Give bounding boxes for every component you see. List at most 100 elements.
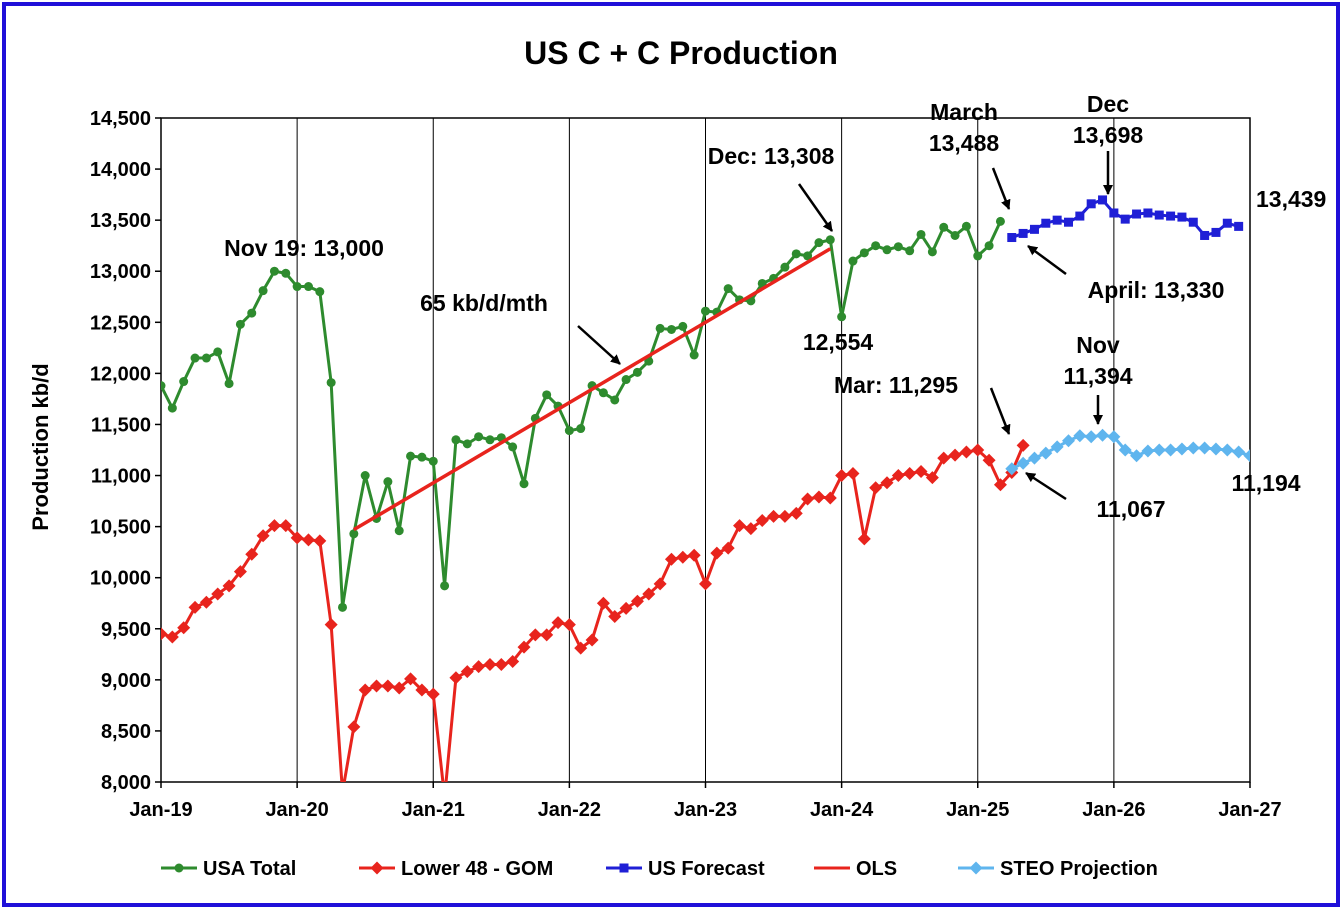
data-point	[508, 442, 518, 452]
y-tick-label: 10,500	[90, 517, 151, 539]
data-point	[916, 229, 926, 239]
data-point	[235, 319, 245, 329]
series-line	[161, 444, 1025, 782]
data-point	[326, 378, 336, 388]
data-point	[812, 490, 826, 504]
y-tick-label: 11,500	[91, 414, 151, 436]
data-point	[542, 390, 552, 400]
data-point	[224, 379, 234, 389]
legend-item-ols: OLS	[814, 858, 897, 880]
data-point	[699, 577, 712, 591]
data-point	[814, 238, 824, 248]
y-tick-label: 9,000	[101, 670, 151, 692]
series-steo-projection	[1005, 428, 1250, 476]
data-point	[394, 526, 404, 536]
annotation-text: 11,067	[1096, 496, 1165, 522]
data-point	[621, 375, 631, 385]
data-point	[1016, 456, 1030, 470]
series-line	[352, 247, 832, 532]
data-point	[324, 618, 338, 632]
data-point	[1154, 210, 1164, 220]
annotation-text: 11,394	[1063, 363, 1132, 389]
annotation-text: Nov	[1076, 332, 1120, 358]
data-point	[199, 595, 213, 609]
data-point	[882, 245, 892, 255]
annotation-arrow	[991, 167, 1011, 210]
legend: USA Total Lower 48 - GOM US Forecast OLS STE…	[161, 858, 1158, 880]
data-point	[1098, 195, 1108, 205]
data-point	[914, 464, 928, 478]
data-point	[598, 388, 608, 398]
data-point	[857, 532, 871, 546]
data-point	[517, 640, 531, 654]
data-point	[1064, 217, 1073, 227]
data-point	[678, 321, 688, 331]
data-point	[893, 242, 903, 252]
data-point	[710, 546, 724, 560]
y-tick-label: 9,500	[101, 619, 151, 641]
data-point	[871, 241, 881, 251]
data-point	[247, 308, 257, 318]
data-point	[292, 282, 302, 292]
data-point	[269, 266, 279, 276]
data-point	[984, 241, 994, 251]
annotation: April: 13,330	[1027, 244, 1224, 303]
annotation-arrow	[1027, 244, 1067, 276]
data-point	[961, 221, 971, 231]
data-point	[161, 381, 166, 391]
data-point	[789, 506, 803, 520]
data-point	[1096, 428, 1110, 442]
data-point	[778, 509, 792, 523]
data-point	[596, 596, 610, 610]
data-point	[190, 353, 200, 363]
data-point	[358, 683, 372, 697]
data-point	[1232, 445, 1246, 459]
data-point	[213, 347, 223, 357]
data-point	[383, 477, 393, 487]
data-point	[551, 616, 565, 630]
data-point	[973, 251, 983, 261]
legend-swatch-marker	[619, 863, 629, 873]
data-point	[392, 681, 406, 695]
x-tick-label: Jan-22	[538, 799, 601, 821]
data-point	[959, 445, 973, 459]
legend-item-us-forecast: US Forecast	[606, 858, 765, 880]
data-point	[993, 478, 1007, 492]
data-point	[472, 660, 486, 674]
annotation: Nov 11,394	[1063, 332, 1133, 425]
data-point	[336, 786, 349, 799]
data-point	[1007, 233, 1017, 243]
data-point	[1073, 429, 1087, 443]
data-point	[689, 350, 699, 360]
data-point	[701, 306, 710, 316]
data-point	[744, 522, 758, 536]
data-point	[440, 581, 450, 591]
annotation-text: Dec	[1087, 91, 1129, 117]
production-chart: US C + C Production Production kb/d 8,00…	[28, 35, 1326, 880]
data-point	[1039, 446, 1053, 460]
data-point	[755, 513, 769, 527]
data-point	[780, 262, 790, 272]
annotation: 12,554	[803, 329, 874, 355]
data-point	[167, 403, 177, 413]
data-point	[360, 471, 370, 481]
legend-label: Lower 48 - GOM	[401, 858, 553, 880]
data-point	[449, 671, 463, 685]
series-usa-total	[161, 216, 1005, 612]
data-point	[564, 426, 574, 436]
y-tick-label: 8,500	[101, 721, 151, 743]
annotation-text: 12,554	[803, 329, 874, 355]
data-point	[381, 679, 395, 693]
data-point	[540, 628, 554, 642]
x-tick-label: Jan-25	[946, 799, 1009, 821]
data-point	[188, 600, 202, 614]
data-point	[519, 479, 529, 489]
data-point	[880, 476, 894, 490]
y-tick-label: 13,500	[90, 210, 151, 232]
data-point	[655, 323, 665, 333]
gridlines	[296, 118, 1115, 782]
data-point	[279, 519, 293, 533]
annotation-text: 65 kb/d/mth	[420, 290, 548, 316]
annotation-text: Mar: 11,295	[834, 372, 958, 398]
series-ols	[352, 247, 832, 532]
